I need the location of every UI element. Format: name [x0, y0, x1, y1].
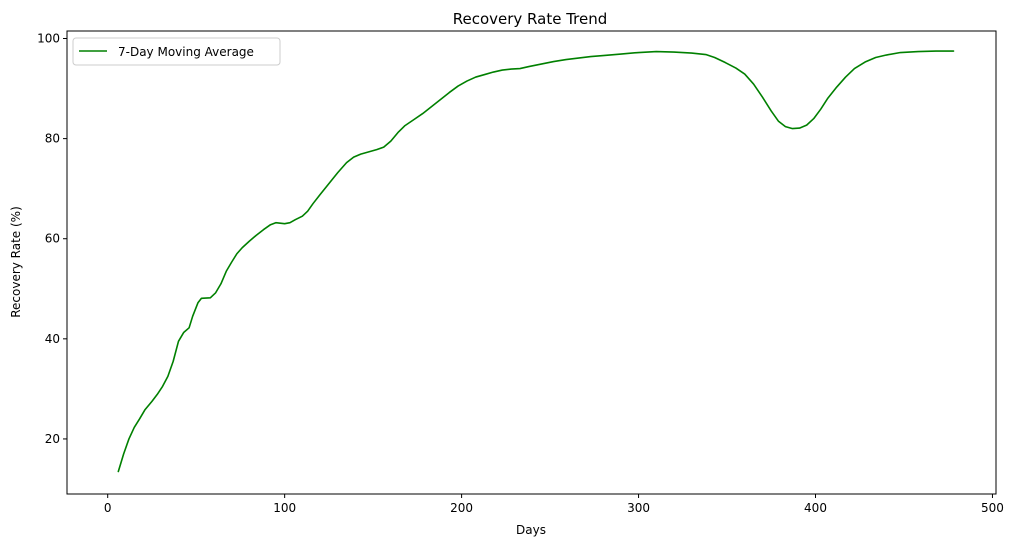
y-axis-label: Recovery Rate (%): [9, 206, 23, 318]
y-tick-label: 80: [45, 132, 60, 146]
x-tick-label: 300: [627, 501, 650, 515]
y-tick-label: 20: [45, 432, 60, 446]
x-axis: 0 100 200 300 400 500: [104, 494, 1004, 515]
plot-area: [66, 30, 997, 495]
legend-box: [72, 37, 281, 66]
plot-frame: [66, 30, 997, 495]
x-tick-label: 200: [450, 501, 473, 515]
x-axis-label: Days: [516, 523, 546, 537]
y-axis: 20 40 60 80 100: [37, 32, 67, 446]
x-tick-label: 500: [981, 501, 1004, 515]
y-tick-label: 40: [45, 332, 60, 346]
x-tick-label: 0: [104, 501, 112, 515]
y-tick-label: 100: [37, 32, 60, 46]
y-tick-label: 60: [45, 232, 60, 246]
x-tick-label: 100: [273, 501, 296, 515]
legend: 7-Day Moving Average: [72, 37, 281, 66]
legend-label: 7-Day Moving Average: [118, 45, 254, 59]
chart-title: Recovery Rate Trend: [453, 10, 608, 28]
series-layer: [117, 50, 955, 473]
series-line-0: [117, 50, 955, 473]
x-tick-label: 400: [804, 501, 827, 515]
